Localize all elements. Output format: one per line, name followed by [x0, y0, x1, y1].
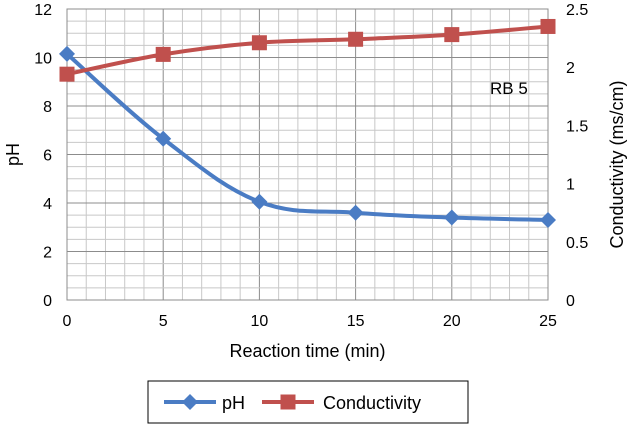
conductivity-point — [155, 46, 171, 62]
y-tick-label: 0 — [43, 293, 52, 310]
y2-tick-label: 0.5 — [566, 235, 588, 252]
y-tick-label: 2 — [43, 245, 52, 262]
x-tick-label: 20 — [443, 313, 461, 330]
y2-tick-label: 2.5 — [566, 2, 588, 19]
legend-conductivity-label: Conductivity — [323, 393, 421, 413]
legend-conductivity-marker — [280, 394, 296, 410]
ph-line — [65, 51, 550, 222]
y-tick-label: 10 — [34, 51, 52, 68]
y-tick-label: 8 — [43, 99, 52, 116]
conductivity-point — [444, 27, 460, 43]
series-conductivity — [59, 18, 556, 82]
conductivity-point — [59, 66, 75, 82]
x-tick-label: 0 — [63, 313, 72, 330]
conductivity-point — [348, 31, 364, 47]
x-axis-title: Reaction time (min) — [229, 341, 385, 361]
legend-ph-label: pH — [222, 393, 245, 413]
x-tick-label: 10 — [251, 313, 269, 330]
y2-tick-label: 0 — [566, 293, 575, 310]
y2-tick-label: 1.5 — [566, 118, 588, 135]
x-tick-label: 25 — [539, 313, 557, 330]
ph-point — [155, 130, 172, 147]
ph-point — [540, 211, 556, 228]
ph-point — [443, 209, 460, 226]
series-layer — [59, 18, 556, 228]
series-annotation: RB 5 — [490, 79, 528, 98]
ph-point — [251, 193, 268, 210]
plot-frame — [66, 8, 549, 301]
conductivity-point — [251, 35, 267, 51]
x-tick-label: 5 — [159, 313, 168, 330]
y2-tick-label: 1 — [566, 177, 575, 194]
y-tick-label: 6 — [43, 148, 52, 165]
legend: pH Conductivity — [147, 380, 469, 424]
legend-ph-marker — [182, 394, 198, 410]
y-tick-label: 12 — [34, 2, 52, 19]
y2-tick-label: 2 — [566, 60, 575, 77]
tick-labels: 0 5 10 15 20 25 0 2 4 6 8 10 12 0 0.5 1 1.5 2 2.5 — [34, 2, 588, 330]
ph-point — [59, 45, 75, 62]
series-ph — [59, 45, 556, 228]
conductivity-point — [540, 18, 556, 34]
x-tick-label: 15 — [347, 313, 365, 330]
y2-axis-title: Conductivity (ms/cm) — [607, 80, 627, 248]
conductivity-line — [65, 24, 550, 77]
y-axis-title: pH — [3, 143, 23, 166]
grid — [66, 8, 549, 301]
y-tick-label: 4 — [43, 196, 52, 213]
ph-point — [347, 204, 364, 221]
